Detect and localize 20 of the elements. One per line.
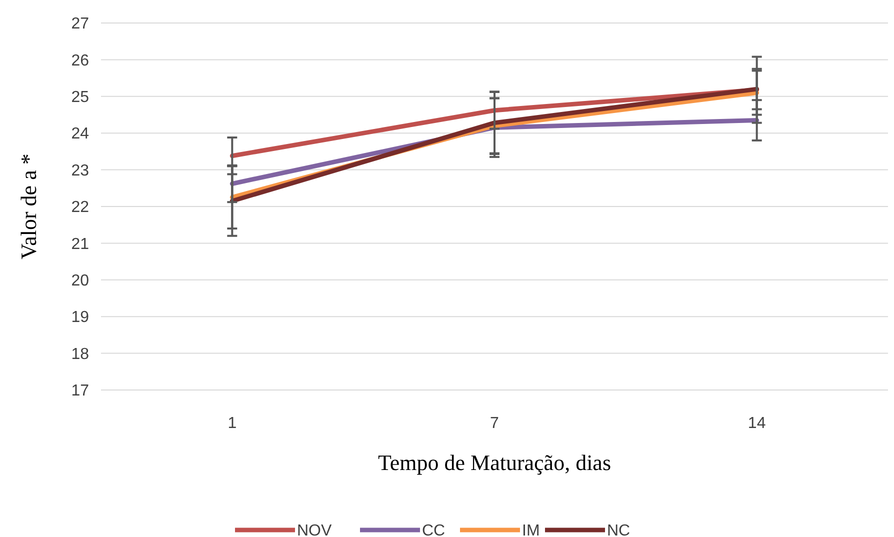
- y-tick-label: 17: [71, 382, 90, 400]
- y-tick-label: 23: [71, 162, 90, 180]
- legend-label: NC: [607, 522, 630, 537]
- y-tick-label: 25: [71, 89, 90, 106]
- y-tick-label: 27: [71, 16, 90, 33]
- y-axis-title: Valor de a *: [16, 154, 41, 260]
- x-axis-title: Tempo de Maturação, dias: [378, 450, 612, 475]
- x-tick-label: 7: [490, 415, 500, 432]
- y-tick-label: 22: [71, 199, 90, 216]
- y-tick-label: 19: [71, 309, 90, 326]
- y-tick-label: 26: [71, 52, 90, 70]
- legend-label: NOV: [297, 522, 332, 537]
- y-tick-label: 18: [71, 346, 90, 363]
- x-tick-label: 14: [748, 415, 766, 432]
- legend-label: CC: [422, 522, 446, 537]
- y-tick-label: 20: [71, 272, 90, 290]
- legend-label: IM: [522, 522, 540, 537]
- y-tick-label: 24: [71, 126, 90, 143]
- y-tick-label: 21: [71, 236, 90, 253]
- x-tick-label: 1: [228, 415, 237, 432]
